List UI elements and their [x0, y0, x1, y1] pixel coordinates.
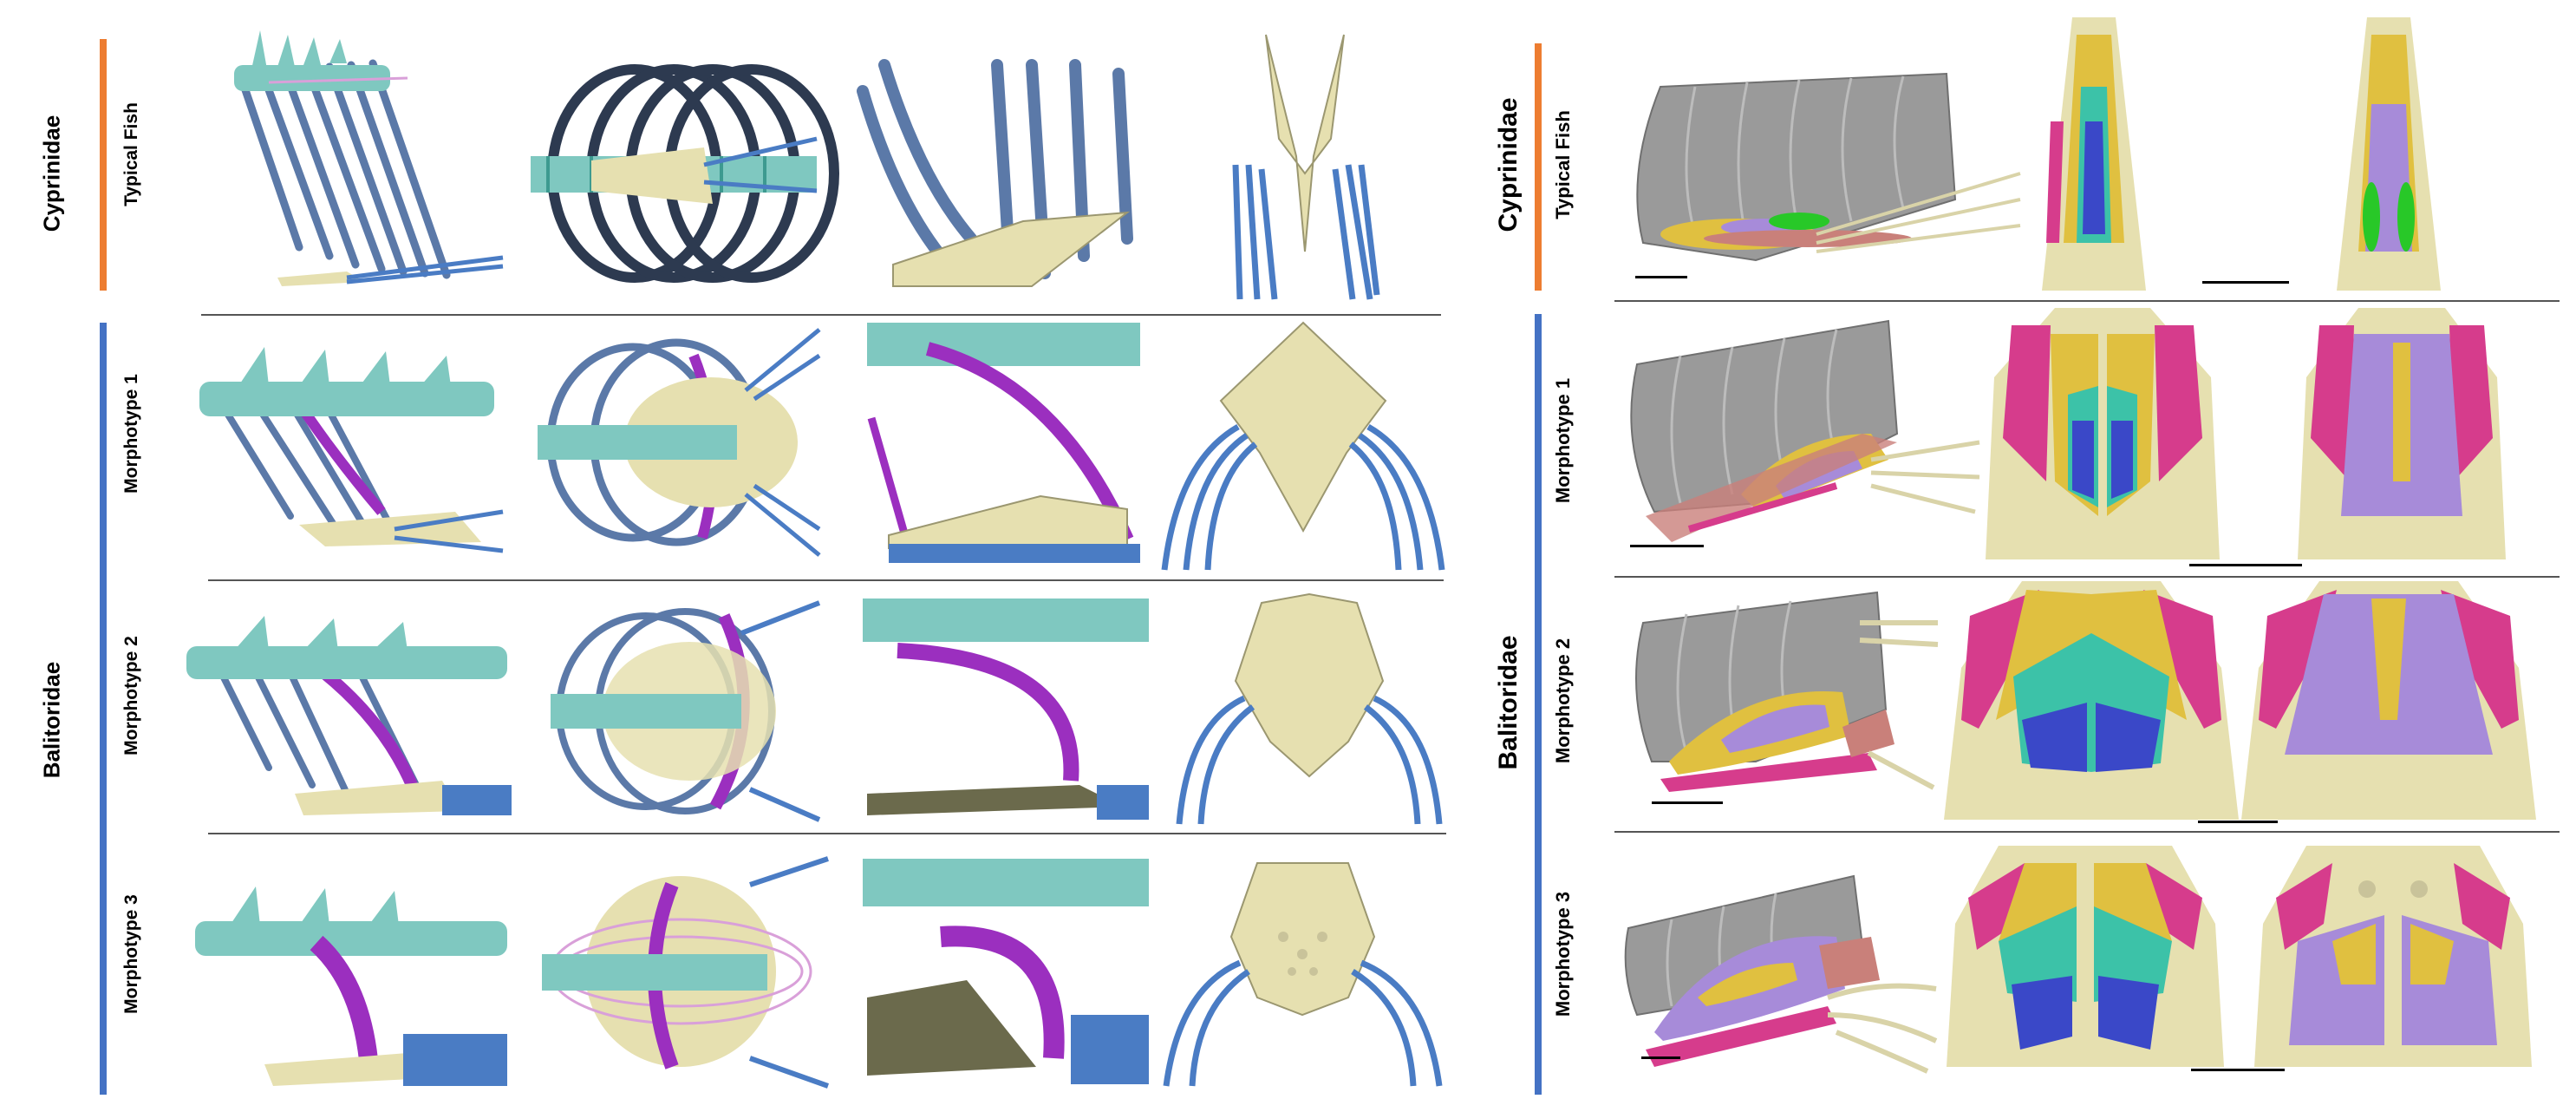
skeleton-closeup-morphotype-2 — [863, 599, 1149, 820]
row-label-typical-fish-right: Typical Fish — [1552, 110, 1574, 219]
scale-bar-right-row3-lateral — [1641, 1056, 1680, 1059]
row-divider-left-2 — [208, 579, 1444, 581]
family-label-cyprinidae-left: Cyprinidae — [38, 114, 65, 232]
musculature-ventral-morphotype-1-2 — [2298, 308, 2506, 559]
row-divider-right-1 — [1614, 300, 2560, 302]
family-label-cyprinidae-right: Cyprinidae — [1494, 97, 1523, 232]
pelvic-girdle-morphotype-2 — [1176, 592, 1443, 825]
skeleton-ventral-morphotype-1 — [538, 328, 821, 557]
scale-bar-right-row0-ventral — [2202, 281, 2289, 284]
balitoridae-family-bar-left — [100, 323, 107, 1095]
skeleton-lateral-morphotype-2 — [186, 616, 512, 815]
pelvic-girdle-typical-fish — [1232, 34, 1380, 300]
row-divider-right-3 — [1614, 831, 2560, 833]
row-label-morphotype-3-left: Morphotype 3 — [121, 894, 141, 1014]
family-label-balitoridae-right: Balitoridae — [1494, 635, 1523, 770]
musculature-ventral-morphotype-3-2 — [2254, 846, 2532, 1067]
skeleton-lateral-typical-fish — [234, 30, 504, 286]
scale-bar-right-row3-ventral — [2191, 1069, 2285, 1071]
row-label-morphotype-3-right: Morphotype 3 — [1552, 891, 1574, 1017]
scale-bar-right-row2-lateral — [1652, 801, 1723, 804]
skeleton-closeup-morphotype-1 — [867, 323, 1140, 563]
row-label-typical-fish-left: Typical Fish — [121, 102, 141, 206]
row-divider-left-3 — [208, 833, 1446, 834]
musculature-ventral-morphotype-3-1 — [1947, 846, 2224, 1067]
row-label-morphotype-2-left: Morphotype 2 — [121, 636, 141, 756]
musculature-ventral-typical-fish-1 — [2042, 17, 2146, 291]
balitoridae-family-bar-right — [1535, 314, 1542, 1095]
musculature-ventral-morphotype-2-2 — [2241, 581, 2536, 820]
row-divider-right-2 — [1614, 576, 2560, 578]
scale-bar-right-row1-ventral — [2189, 564, 2302, 566]
musculature-lateral-typical-fish — [1636, 72, 2021, 262]
musculature-ventral-typical-fish-2 — [2337, 17, 2441, 291]
musculature-lateral-morphotype-1 — [1630, 319, 1980, 542]
skeleton-ventral-typical-fish — [531, 64, 839, 283]
scale-bar-right-row1-lateral — [1630, 545, 1704, 547]
musculature-lateral-morphotype-2 — [1635, 591, 1939, 792]
pelvic-girdle-morphotype-1 — [1161, 321, 1445, 571]
skeleton-closeup-typical-fish — [857, 59, 1133, 287]
skeleton-ventral-morphotype-2 — [551, 600, 821, 822]
skeleton-ventral-morphotype-3 — [542, 856, 830, 1089]
row-label-morphotype-2-right: Morphotype 2 — [1552, 638, 1574, 764]
pelvic-girdle-morphotype-3 — [1163, 862, 1443, 1087]
family-label-balitoridae-left: Balitoridae — [38, 661, 65, 779]
skeleton-lateral-morphotype-3 — [195, 886, 507, 1086]
musculature-ventral-morphotype-1-1 — [1986, 308, 2220, 559]
row-label-morphotype-1-left: Morphotype 1 — [121, 374, 141, 494]
scale-bar-right-row2-ventral — [2198, 821, 2278, 823]
scale-bar-right-row0-lateral — [1635, 276, 1687, 278]
musculature-lateral-morphotype-3 — [1624, 874, 1938, 1074]
skeleton-closeup-morphotype-3 — [863, 859, 1149, 1084]
row-label-morphotype-1-right: Morphotype 1 — [1552, 377, 1574, 504]
cyprinidae-family-bar-right — [1535, 43, 1542, 291]
cyprinidae-family-bar-left — [100, 39, 107, 291]
musculature-ventral-morphotype-2-1 — [1944, 581, 2239, 820]
skeleton-lateral-morphotype-1 — [199, 347, 504, 553]
row-divider-left-1 — [201, 314, 1441, 316]
